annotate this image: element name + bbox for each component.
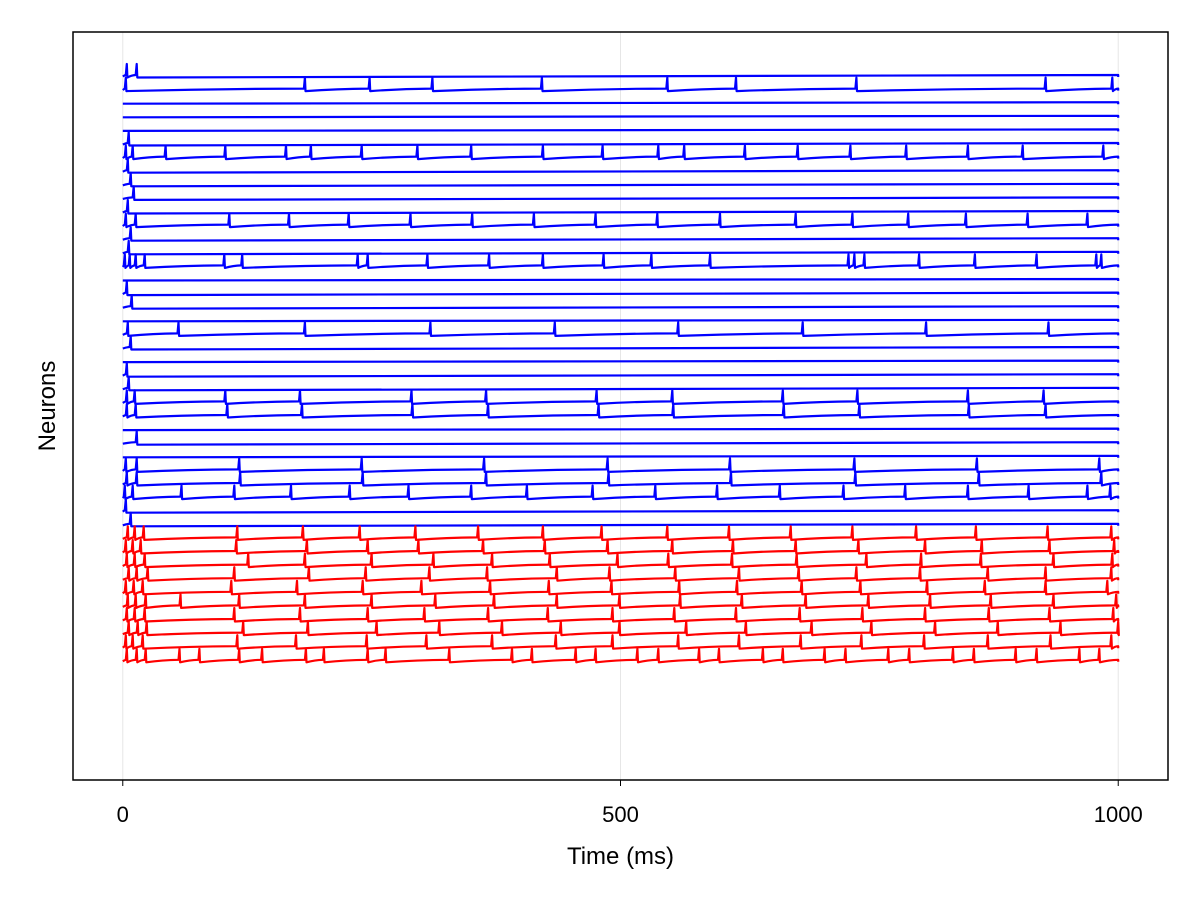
excitatory-neuron-trace-19 [122, 321, 1120, 337]
excitatory-neuron-trace-26 [122, 427, 1120, 432]
excitatory-neuron-trace-22 [122, 362, 1120, 378]
x-tick-label: 1000 [1094, 802, 1143, 827]
excitatory-neuron-trace-14 [121, 253, 1120, 269]
excitatory-neuron-trace-31 [121, 484, 1120, 501]
excitatory-neuron-trace-1 [122, 76, 1120, 93]
excitatory-neuron-trace-28 [122, 454, 1120, 459]
excitatory-neuron-trace-17 [122, 294, 1120, 310]
excitatory-neuron-trace-20 [122, 334, 1120, 351]
excitatory-neuron-trace-29 [122, 457, 1120, 473]
excitatory-neuron-trace-5 [122, 130, 1120, 147]
excitatory-neuron-trace-12 [122, 226, 1120, 242]
excitatory-neuron-trace-21 [122, 359, 1120, 364]
x-axis-ticks: 0 500 1000 [117, 780, 1143, 827]
excitatory-neuron-trace-3 [122, 114, 1120, 119]
inhibitory-neuron-trace-38 [122, 579, 1120, 596]
inhibitory-neuron-trace-40 [122, 606, 1120, 623]
x-axis-label: Time (ms) [567, 843, 674, 870]
excitatory-neuron-trace-6 [122, 144, 1120, 161]
x-tick-label: 0 [117, 802, 129, 827]
excitatory-neuron-trace-16 [122, 280, 1120, 297]
excitatory-neuron-trace-25 [122, 402, 1120, 419]
excitatory-neuron-trace-30 [122, 470, 1120, 487]
excitatory-neuron-trace-4 [122, 128, 1120, 132]
excitatory-neuron-trace-10 [122, 198, 1120, 215]
inhibitory-neuron-trace-34 [122, 525, 1120, 541]
excitatory-neuron-trace-18 [122, 318, 1120, 323]
excitatory-neuron-trace-33 [122, 511, 1120, 528]
excitatory-neuron-trace-7 [122, 158, 1120, 174]
inhibitory-neuron-trace-43 [122, 647, 1120, 664]
neuron-traces [121, 62, 1120, 664]
inhibitory-neuron-trace-37 [122, 566, 1120, 582]
excitatory-neuron-trace-24 [122, 389, 1120, 405]
x-tick-label: 500 [602, 802, 639, 827]
y-axis-label: Neurons [34, 361, 61, 452]
excitatory-neuron-trace-13 [122, 239, 1120, 256]
excitatory-neuron-trace-15 [122, 277, 1120, 282]
excitatory-neuron-trace-27 [122, 430, 1120, 446]
inhibitory-neuron-trace-36 [122, 552, 1120, 569]
excitatory-neuron-trace-8 [122, 171, 1120, 188]
excitatory-neuron-trace-2 [122, 101, 1120, 105]
excitatory-neuron-trace-0 [122, 62, 1120, 79]
excitatory-neuron-trace-32 [122, 498, 1120, 514]
inhibitory-neuron-trace-41 [122, 620, 1120, 637]
inhibitory-neuron-trace-42 [122, 634, 1120, 650]
excitatory-neuron-trace-11 [122, 212, 1120, 229]
excitatory-neuron-trace-23 [122, 375, 1120, 392]
inhibitory-neuron-trace-39 [122, 593, 1120, 609]
excitatory-neuron-trace-9 [122, 185, 1120, 201]
inhibitory-neuron-trace-35 [122, 538, 1120, 555]
